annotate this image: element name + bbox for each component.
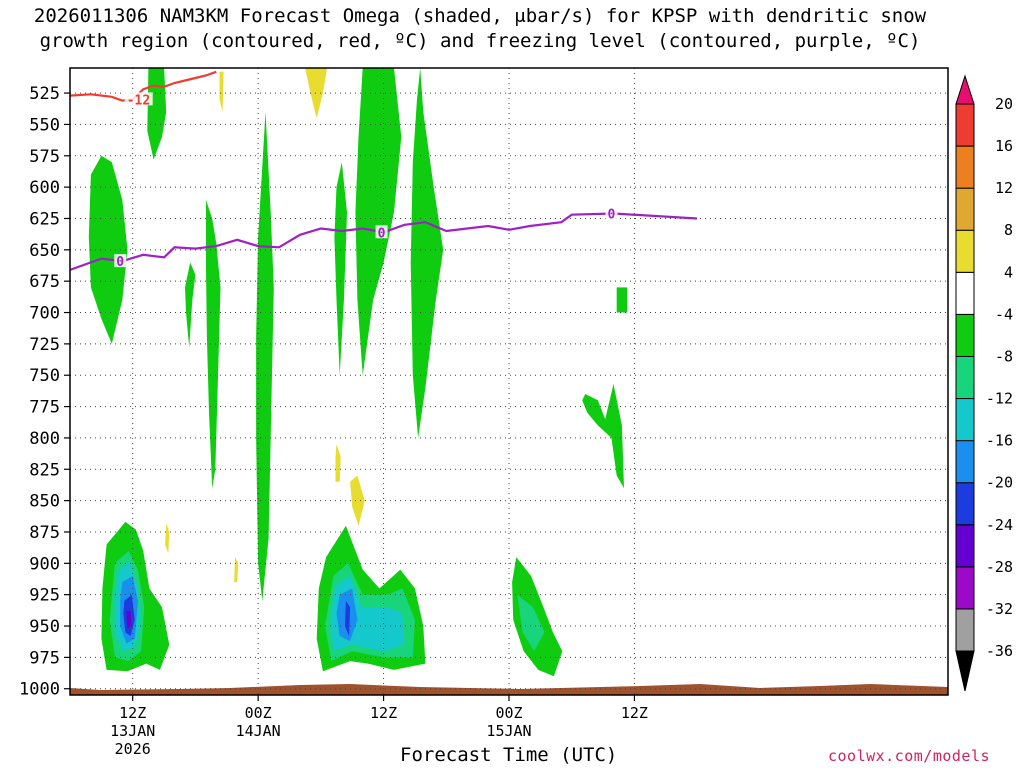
y-tick-label-825: 825 [29, 460, 60, 480]
y-tick-label-900: 900 [29, 554, 60, 574]
colorbar-label--36: -36 [986, 642, 1013, 660]
y-tick-label-1000: 1000 [19, 680, 60, 700]
y-tick-label-975: 975 [29, 648, 60, 668]
colorbar-label--16: -16 [986, 432, 1013, 450]
colorbar-box--28-to--24 [955, 524, 975, 568]
colorbar-box--20-to--16 [955, 440, 975, 484]
source-credit[interactable]: coolwx.com/models [828, 747, 991, 765]
freezing-level-contour-line [70, 212, 698, 271]
x-tick-year-6: 2026 [115, 740, 151, 758]
omega-region-4-23 [305, 68, 328, 119]
colorbar-label-12: 12 [995, 179, 1013, 197]
snow-growth-contour-label-bg-0 [124, 92, 153, 106]
y-tick-label-725: 725 [29, 335, 60, 355]
x-tick-label-6: 12Z [119, 704, 146, 722]
plot-content: -12 0 0 0 [70, 68, 948, 695]
colorbar-box--12-to--8 [955, 355, 975, 400]
colorbar-label-16: 16 [995, 137, 1013, 155]
colorbar-box--8-to--4 [955, 313, 975, 357]
omega-region--4-2 [185, 262, 196, 348]
colorbar-box--4-to-4 [955, 271, 975, 315]
colorbar-box--36-to--32 [955, 608, 975, 652]
plot-background [70, 68, 948, 695]
y-tick-label-875: 875 [29, 523, 60, 543]
y-tick-label-800: 800 [29, 429, 60, 449]
y-tick-label-575: 575 [29, 147, 60, 167]
omega-region--4-0 [88, 155, 128, 344]
omega-region--4-6 [355, 68, 402, 376]
colorbar-label--4: -4 [995, 305, 1013, 323]
omega-region--20-21 [344, 600, 351, 637]
freezing-level-contour-label-0: 0 [116, 255, 124, 270]
chart-title: 2026011306 NAM3KM Forecast Omega (shaded… [0, 4, 960, 54]
omega-region--4-7 [410, 68, 444, 438]
x-tick-label-54: 12Z [621, 704, 648, 722]
x-tick-label-42: 00Z [495, 704, 522, 722]
x-tick-date-6: 13JAN [110, 722, 155, 740]
freezing-level-contour-label-bg-2 [605, 206, 618, 220]
y-tick-label-750: 750 [29, 366, 60, 386]
y-tick-label-850: 850 [29, 492, 60, 512]
freezing-level-contour-label-bg-1 [375, 225, 388, 239]
chart-title-line-2: growth region (contoured, red, ºC) and f… [39, 30, 921, 52]
y-tick-label-550: 550 [29, 115, 60, 135]
freezing-level-contour-label-1: 0 [378, 226, 386, 241]
chart-title-line-1: 2026011306 NAM3KM Forecast Omega (shaded… [33, 5, 927, 27]
colorbar-label--24: -24 [986, 516, 1013, 534]
y-tick-label-600: 600 [29, 178, 60, 198]
colorbar-box--16-to--12 [955, 398, 975, 442]
colorbar-upper-arrow [955, 74, 975, 105]
omega-region--4-3 [205, 199, 221, 489]
colorbar-lower-arrow [955, 650, 975, 692]
colorbar-box--32-to--28 [955, 566, 975, 610]
y-tick-label-625: 625 [29, 209, 60, 229]
colorbar-label--12: -12 [986, 390, 1013, 408]
y-tick-label-525: 525 [29, 84, 60, 104]
y-tick-label-925: 925 [29, 586, 60, 606]
x-axis-label: Forecast Time (UTC) [400, 744, 618, 766]
y-tick-label-650: 650 [29, 241, 60, 261]
colorbar-box-12-to-16 [955, 145, 975, 189]
colorbar-box-8-to-12 [955, 187, 975, 231]
x-tick-date-42: 15JAN [486, 722, 531, 740]
colorbar-label--20: -20 [986, 474, 1013, 492]
x-tick-label-18: 00Z [245, 704, 272, 722]
terrain-strip [70, 684, 948, 695]
y-tick-label-675: 675 [29, 272, 60, 292]
freezing-level-contour-label-bg-0 [114, 254, 127, 268]
colorbar-label--32: -32 [986, 600, 1013, 618]
omega-region-4-24 [350, 475, 365, 526]
y-tick-label-700: 700 [29, 304, 60, 324]
snow-growth-contour-line [70, 70, 217, 102]
omega-region--4-4 [256, 111, 274, 601]
omega-region-4-25 [335, 444, 341, 482]
colorbar-label--28: -28 [986, 558, 1013, 576]
x-tick-date-18: 14JAN [236, 722, 281, 740]
omega-region-4-28 [165, 523, 170, 554]
colorbar-label--8: -8 [995, 347, 1013, 365]
colorbar: -36 -32 -28 -24 -20 -16 -12 -8 -4 4 8 12 16 20 [955, 74, 1013, 692]
omega-region--4-8 [616, 287, 628, 313]
omega-region--8-15 [517, 594, 545, 652]
freezing-level-contour-label-2: 0 [608, 207, 616, 222]
colorbar-box--24-to--20 [955, 482, 975, 526]
axes: 525 550 575 600 625 650 675 700 725 750 775 800 825 8… [19, 67, 949, 758]
omega-region--24-22 [126, 611, 132, 629]
colorbar-box-16-to-20 [955, 103, 975, 147]
y-tick-label-950: 950 [29, 617, 60, 637]
x-tick-label-30: 12Z [370, 704, 397, 722]
omega-region--4-1 [147, 68, 167, 160]
colorbar-label-8: 8 [1004, 221, 1013, 239]
plot-area: -12 0 0 0 [70, 68, 948, 695]
omega-region--4-5 [334, 162, 347, 376]
omega-region--4-9 [582, 384, 624, 489]
colorbar-label-4: 4 [1004, 263, 1013, 281]
colorbar-label-20: 20 [995, 95, 1013, 113]
y-tick-label-775: 775 [29, 398, 60, 418]
colorbar-box-4-to-8 [955, 229, 975, 273]
snow-growth-contour-label-0: -12 [127, 93, 150, 108]
omega-region-4-27 [219, 71, 224, 112]
